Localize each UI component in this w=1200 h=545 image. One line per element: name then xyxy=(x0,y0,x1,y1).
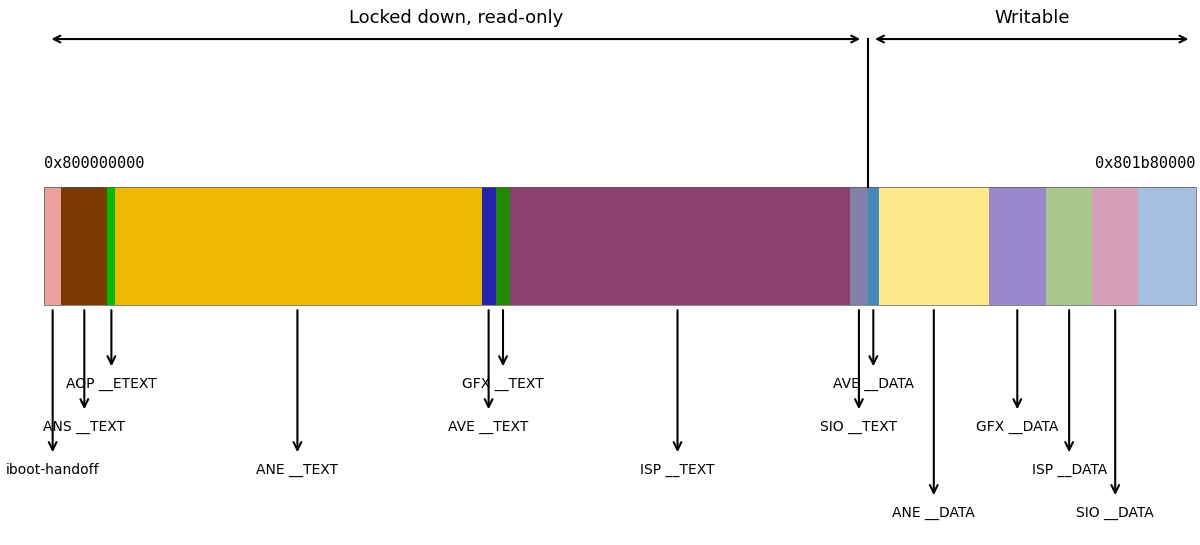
Text: ANE __TEXT: ANE __TEXT xyxy=(257,463,338,477)
Bar xyxy=(115,186,481,305)
Text: ISP __TEXT: ISP __TEXT xyxy=(641,463,715,477)
Text: ANS __TEXT: ANS __TEXT xyxy=(43,420,125,434)
Bar xyxy=(107,186,115,305)
Bar xyxy=(1046,186,1092,305)
Bar xyxy=(61,186,107,305)
Text: iboot-handoff: iboot-handoff xyxy=(6,463,100,477)
Text: AVE __TEXT: AVE __TEXT xyxy=(449,420,529,434)
Bar xyxy=(481,186,496,305)
Text: SIO __TEXT: SIO __TEXT xyxy=(821,420,898,434)
Bar xyxy=(510,186,851,305)
Text: ISP __DATA: ISP __DATA xyxy=(1032,463,1106,477)
Bar xyxy=(496,186,510,305)
Text: GFX __TEXT: GFX __TEXT xyxy=(462,377,544,391)
Text: GFX __DATA: GFX __DATA xyxy=(976,420,1058,434)
Text: AOP __ETEXT: AOP __ETEXT xyxy=(66,377,157,391)
Text: SIO __DATA: SIO __DATA xyxy=(1076,506,1154,520)
Bar xyxy=(868,186,880,305)
Text: 0x801b80000: 0x801b80000 xyxy=(1096,155,1196,171)
Bar xyxy=(44,186,61,305)
Bar xyxy=(1139,186,1196,305)
Bar xyxy=(851,186,868,305)
Bar xyxy=(1092,186,1139,305)
Text: ANE __DATA: ANE __DATA xyxy=(893,506,976,520)
Bar xyxy=(44,186,1196,305)
Text: AVE __DATA: AVE __DATA xyxy=(833,377,914,391)
Bar xyxy=(989,186,1046,305)
Bar xyxy=(880,186,989,305)
Text: Writable: Writable xyxy=(994,9,1069,27)
Text: Locked down, read-only: Locked down, read-only xyxy=(349,9,563,27)
Text: 0x800000000: 0x800000000 xyxy=(44,155,144,171)
